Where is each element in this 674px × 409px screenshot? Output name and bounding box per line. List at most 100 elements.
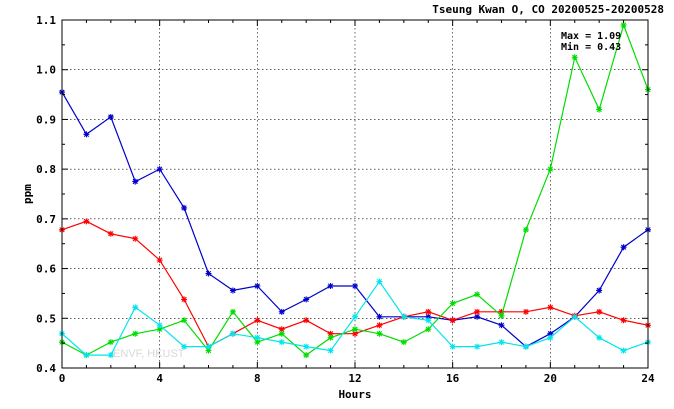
ticks: 0 4 8 12 16 20 24 0.4 0.5 0.6 0.7 0.8 0.9 1.0 1.1 xyxy=(36,14,655,385)
data-point xyxy=(107,352,114,359)
data-point xyxy=(352,282,358,289)
data-point xyxy=(474,343,481,350)
y-tick-label: 0.6 xyxy=(36,263,56,276)
data-point xyxy=(400,339,407,346)
chart-title: Tseung Kwan O, CO 20200525-20200528 xyxy=(432,3,664,16)
y-tick-label: 0.7 xyxy=(36,213,56,226)
x-axis-label: Hours xyxy=(338,388,371,401)
data-point xyxy=(449,300,456,307)
data-point xyxy=(156,326,163,333)
y-tick-label: 0.8 xyxy=(36,163,56,176)
x-tick-label: 4 xyxy=(156,372,163,385)
data-point xyxy=(474,291,481,298)
data-point xyxy=(547,304,554,311)
y-tick-label: 0.4 xyxy=(36,362,56,375)
data-point xyxy=(547,166,554,173)
x-tick-label: 12 xyxy=(348,372,361,385)
data-point xyxy=(303,352,310,359)
data-point xyxy=(400,313,407,320)
data-point xyxy=(620,244,627,251)
data-point xyxy=(205,343,212,350)
data-point xyxy=(425,313,432,320)
data-point xyxy=(181,343,188,350)
data-point xyxy=(327,347,334,354)
data-point xyxy=(449,317,456,324)
data-point xyxy=(132,304,139,311)
data-point xyxy=(571,313,578,320)
y-tick-label: 0.9 xyxy=(36,113,56,126)
x-tick-label: 16 xyxy=(446,372,460,385)
data-point xyxy=(205,347,212,354)
data-point xyxy=(181,204,188,211)
data-point xyxy=(107,339,114,346)
data-point xyxy=(327,334,334,341)
series-line xyxy=(61,23,649,356)
data-point xyxy=(254,339,261,346)
data-point xyxy=(303,317,310,324)
data-point xyxy=(132,178,139,185)
data-point xyxy=(522,226,529,233)
data-point xyxy=(449,343,456,350)
data-point xyxy=(327,282,334,289)
data-point xyxy=(156,257,163,264)
data-point xyxy=(596,308,603,315)
data-point xyxy=(498,312,505,319)
data-point xyxy=(156,322,163,329)
data-point xyxy=(278,326,285,333)
data-point xyxy=(547,330,554,337)
data-point xyxy=(181,296,188,303)
data-point xyxy=(254,334,261,341)
data-point xyxy=(107,230,114,237)
x-tick-label: 24 xyxy=(641,372,655,385)
watermark: ENVF, HKUST xyxy=(113,348,185,360)
data-point xyxy=(376,313,383,320)
data-point xyxy=(425,317,432,324)
data-point xyxy=(83,352,90,359)
data-point xyxy=(107,113,114,120)
data-point xyxy=(254,282,261,289)
y-axis-label: ppm xyxy=(21,184,34,204)
series-layer xyxy=(59,21,651,359)
data-point xyxy=(132,330,139,337)
data-point xyxy=(620,21,627,28)
data-point xyxy=(205,270,212,277)
x-tick-label: 0 xyxy=(59,372,66,385)
data-point xyxy=(229,330,236,337)
data-point xyxy=(522,308,529,315)
x-tick-label: 8 xyxy=(254,372,261,385)
data-point xyxy=(352,326,358,333)
data-point xyxy=(278,330,285,337)
data-point xyxy=(352,313,358,320)
data-point xyxy=(376,322,383,329)
data-point xyxy=(156,166,163,173)
data-point xyxy=(83,131,90,138)
data-point xyxy=(132,235,139,242)
max-label: Max = 1.09 xyxy=(561,31,621,42)
data-point xyxy=(425,308,432,315)
data-point xyxy=(571,54,578,61)
x-tick-label: 20 xyxy=(544,372,557,385)
min-label: Min = 0.43 xyxy=(561,41,621,53)
data-point xyxy=(278,339,285,346)
data-point xyxy=(498,339,505,346)
y-tick-label: 0.5 xyxy=(36,312,56,325)
data-point xyxy=(376,278,383,285)
data-point xyxy=(278,308,285,315)
data-point xyxy=(254,317,261,324)
data-point xyxy=(620,347,627,354)
data-point xyxy=(327,330,334,337)
data-point xyxy=(83,218,90,225)
series-2 xyxy=(59,218,651,350)
data-point xyxy=(474,308,481,315)
y-tick-label: 1.0 xyxy=(36,64,56,77)
data-point xyxy=(596,334,603,341)
data-point xyxy=(522,343,529,350)
data-point xyxy=(498,308,505,315)
data-point xyxy=(303,296,310,303)
y-tick-label: 1.1 xyxy=(36,14,56,27)
data-point xyxy=(303,343,310,350)
data-point xyxy=(596,106,603,113)
data-point xyxy=(474,313,481,320)
data-point xyxy=(352,330,358,337)
